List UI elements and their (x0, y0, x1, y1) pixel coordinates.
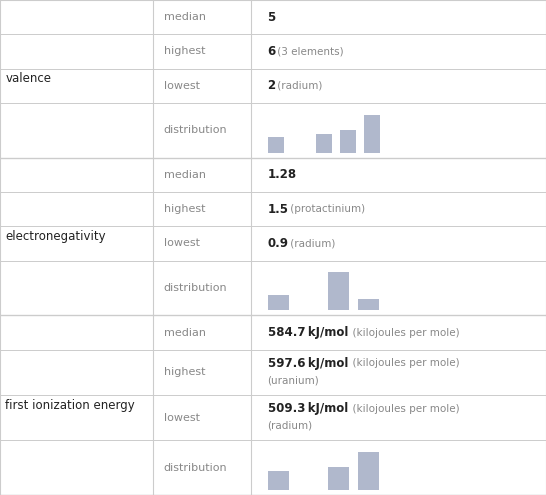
Text: (radium): (radium) (274, 81, 323, 91)
Bar (316, 134, 333, 153)
Text: (radium): (radium) (268, 421, 313, 431)
Bar (268, 295, 289, 310)
Text: (radium): (radium) (287, 239, 336, 248)
Text: lowest: lowest (164, 412, 200, 423)
Bar (328, 467, 348, 490)
Text: 597.6 kJ/mol: 597.6 kJ/mol (268, 357, 348, 370)
Text: 2: 2 (268, 79, 276, 92)
Text: (kilojoules per mole): (kilojoules per mole) (346, 328, 460, 338)
Text: highest: highest (164, 367, 205, 377)
Text: median: median (164, 328, 206, 338)
Text: (kilojoules per mole): (kilojoules per mole) (346, 358, 460, 368)
Text: median: median (164, 12, 206, 22)
Text: lowest: lowest (164, 81, 200, 91)
Text: valence: valence (5, 72, 51, 85)
Bar (358, 299, 378, 310)
Text: first ionization energy: first ionization energy (5, 398, 135, 412)
Text: distribution: distribution (164, 125, 228, 135)
Text: (3 elements): (3 elements) (274, 47, 344, 56)
Text: 1.28: 1.28 (268, 168, 296, 181)
Text: electronegativity: electronegativity (5, 230, 106, 243)
Text: (uranium): (uranium) (268, 376, 319, 386)
Text: median: median (164, 170, 206, 180)
Text: distribution: distribution (164, 283, 228, 293)
Text: (kilojoules per mole): (kilojoules per mole) (346, 403, 460, 413)
Bar (340, 130, 357, 153)
Text: highest: highest (164, 204, 205, 214)
Bar (268, 138, 284, 153)
Bar (268, 471, 289, 490)
Bar (364, 114, 381, 153)
Text: 0.9: 0.9 (268, 237, 288, 250)
Text: lowest: lowest (164, 239, 200, 248)
Bar (358, 452, 378, 490)
Text: distribution: distribution (164, 463, 228, 473)
Bar (328, 272, 348, 310)
Text: 1.5: 1.5 (268, 202, 288, 216)
Text: 6: 6 (268, 45, 276, 58)
Text: highest: highest (164, 47, 205, 56)
Text: (protactinium): (protactinium) (287, 204, 365, 214)
Text: 509.3 kJ/mol: 509.3 kJ/mol (268, 402, 348, 415)
Text: 584.7 kJ/mol: 584.7 kJ/mol (268, 326, 348, 339)
Text: 5: 5 (268, 11, 276, 24)
